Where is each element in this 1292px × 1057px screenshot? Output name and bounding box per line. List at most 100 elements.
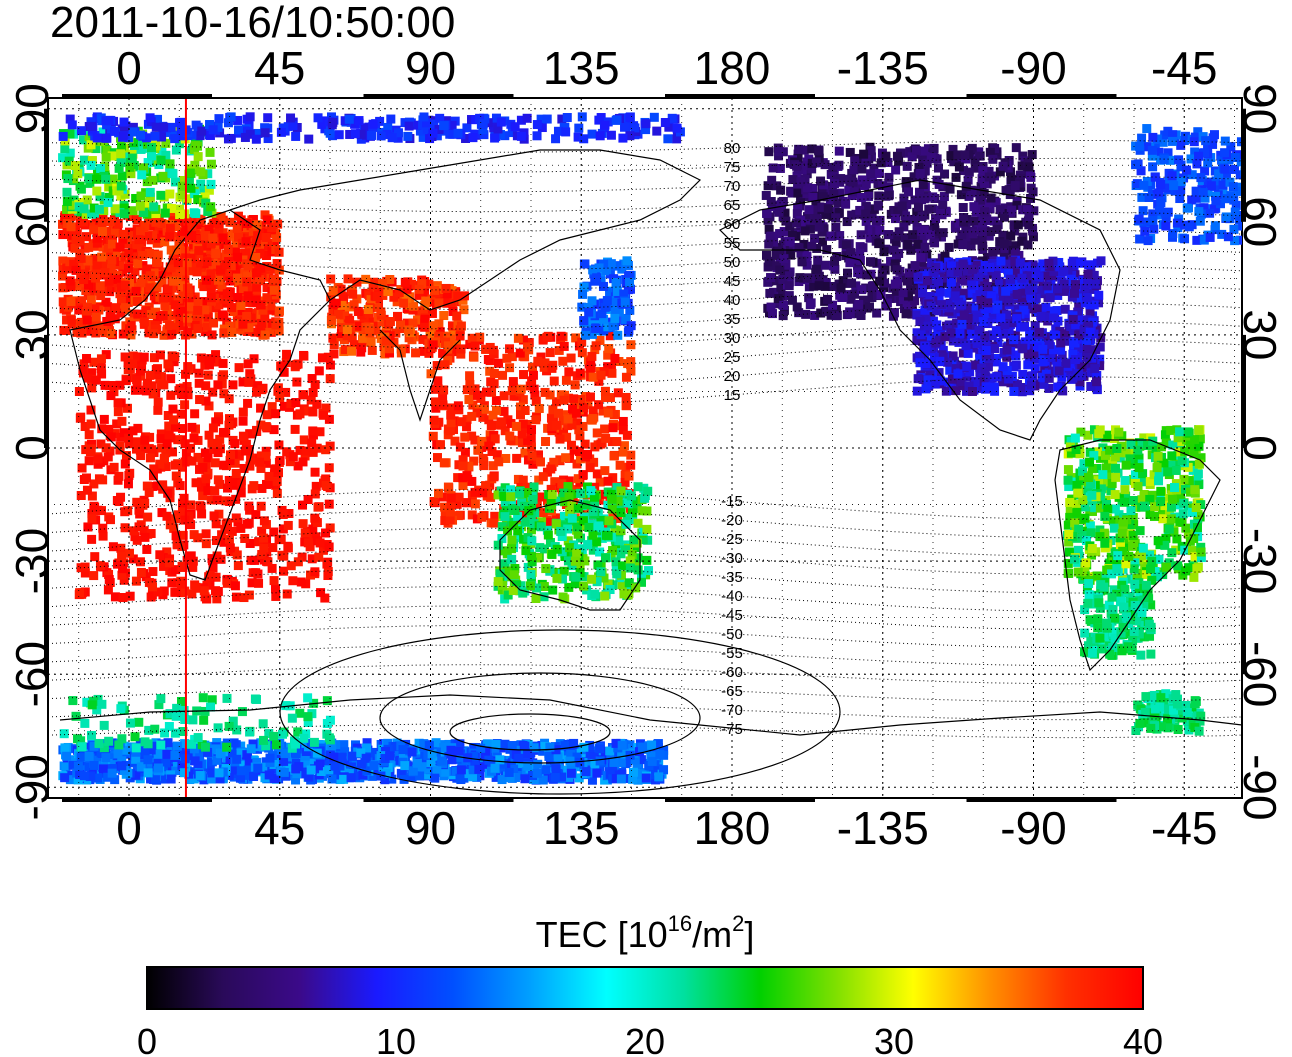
tec-cell xyxy=(940,169,950,179)
tec-cell xyxy=(632,504,642,514)
tec-cell xyxy=(597,309,607,319)
tec-cell xyxy=(803,183,813,193)
tec-cell xyxy=(300,451,310,461)
tec-cell xyxy=(900,211,910,221)
tec-cell xyxy=(769,237,779,247)
tec-cell xyxy=(505,344,515,354)
tec-cell xyxy=(923,321,933,331)
tec-cell xyxy=(623,260,633,270)
tec-cell xyxy=(600,302,610,312)
tec-cell xyxy=(932,154,942,164)
tec-cell xyxy=(148,175,158,185)
tec-cell xyxy=(1072,293,1082,303)
tec-cell xyxy=(912,310,922,320)
tec-cell xyxy=(310,489,320,499)
tec-cell xyxy=(1022,271,1032,281)
tec-cell xyxy=(564,476,574,486)
tec-cell xyxy=(167,447,177,457)
tec-cell xyxy=(518,475,528,485)
tec-cell xyxy=(923,332,933,342)
tec-cell xyxy=(919,225,929,235)
tec-cell xyxy=(505,431,515,441)
tec-cell xyxy=(642,555,652,565)
tec-cell xyxy=(1029,348,1039,358)
tec-cell xyxy=(985,262,995,272)
tec-cell xyxy=(62,315,72,325)
tec-cell xyxy=(233,561,243,571)
tec-cell xyxy=(149,291,159,301)
tec-cell xyxy=(103,452,113,462)
tec-cell xyxy=(196,167,206,177)
tec-cell xyxy=(903,291,913,301)
tec-cell xyxy=(149,447,159,457)
tec-cell xyxy=(139,207,149,217)
tec-cell xyxy=(204,401,214,411)
tec-cell xyxy=(326,315,336,325)
tec-cell xyxy=(485,366,495,376)
tec-cell xyxy=(175,210,185,220)
tec-cell xyxy=(136,442,146,452)
tec-cell xyxy=(1189,572,1199,582)
tec-cell xyxy=(554,345,564,355)
tec-cell xyxy=(991,262,1001,272)
tec-cell xyxy=(230,581,240,591)
tec-cell xyxy=(792,218,802,228)
tec-cell xyxy=(69,174,79,184)
tec-cell xyxy=(121,451,131,461)
tec-cell xyxy=(103,198,113,208)
tec-cell xyxy=(889,308,899,318)
tec-cell xyxy=(88,283,98,293)
tec-cell xyxy=(464,461,474,471)
tec-cell xyxy=(214,220,224,230)
tec-cell xyxy=(447,321,457,331)
tec-cell xyxy=(193,452,203,462)
tec-cell xyxy=(200,360,210,370)
tec-cell xyxy=(827,281,837,291)
tec-cell xyxy=(77,296,87,306)
tec-cell xyxy=(131,286,141,296)
tec-cell xyxy=(983,303,993,313)
tec-cell xyxy=(96,506,106,516)
tec-cell xyxy=(236,523,246,533)
tec-cell xyxy=(1101,477,1111,487)
tec-cell xyxy=(1083,430,1093,440)
tec-cell xyxy=(86,439,96,449)
tec-cell xyxy=(975,285,985,295)
tec-cell xyxy=(898,295,908,305)
tec-cell xyxy=(970,155,980,165)
tec-cell xyxy=(802,169,812,179)
tec-cell xyxy=(91,375,101,385)
tec-cell xyxy=(574,425,584,435)
tec-cell xyxy=(600,466,610,476)
tec-cell xyxy=(202,241,212,251)
tec-cell xyxy=(180,515,190,525)
tec-cell xyxy=(119,428,129,438)
tec-cell xyxy=(238,319,248,329)
tec-cell xyxy=(310,567,320,577)
tec-cell xyxy=(506,497,516,507)
tec-cell xyxy=(114,163,124,173)
tec-cell xyxy=(231,469,241,479)
tec-cell xyxy=(195,234,205,244)
tec-cell xyxy=(141,306,151,316)
tec-cell xyxy=(402,284,412,294)
tec-cell xyxy=(62,197,72,207)
tec-cell xyxy=(460,432,470,442)
tec-cell xyxy=(958,335,968,345)
tec-cell xyxy=(864,302,874,312)
tec-cell xyxy=(295,445,305,455)
tec-cell xyxy=(316,588,326,598)
tec-cell xyxy=(627,550,637,560)
tec-cell xyxy=(1114,510,1124,520)
tec-cell xyxy=(510,506,520,516)
tec-cell xyxy=(618,561,628,571)
tec-cell xyxy=(972,260,982,270)
tec-cell xyxy=(192,267,202,277)
tec-cell xyxy=(633,482,643,492)
tec-cell xyxy=(131,193,141,203)
tec-cell xyxy=(202,257,212,267)
tec-cell xyxy=(188,562,198,572)
tec-cell xyxy=(901,233,911,243)
tec-cell xyxy=(969,303,979,313)
tec-cell xyxy=(348,289,358,299)
